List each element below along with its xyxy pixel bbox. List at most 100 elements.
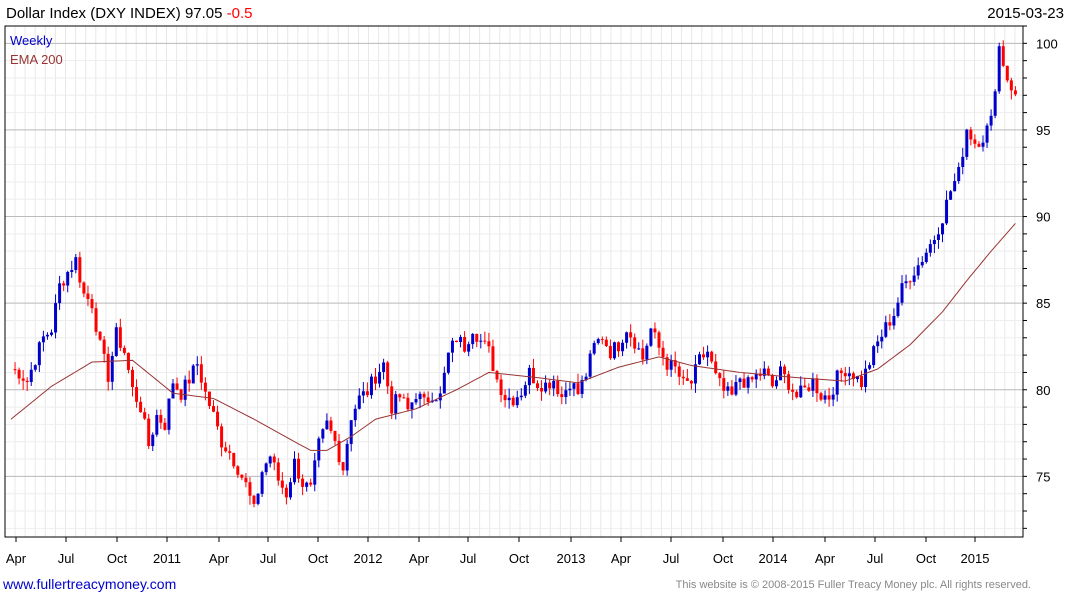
x-tick-label: Oct: [713, 551, 734, 566]
candle-body: [475, 333, 479, 342]
candle-body: [1013, 90, 1017, 95]
price-change: -0.5: [226, 5, 253, 22]
candle-body: [641, 348, 645, 360]
candle-body: [612, 342, 616, 359]
candle-body: [770, 374, 774, 387]
candle-body: [321, 429, 325, 439]
candle-body: [74, 257, 78, 271]
candle-body: [499, 379, 503, 396]
candle-body: [916, 265, 920, 276]
candle-body: [884, 322, 888, 337]
candle-body: [78, 257, 82, 283]
candle-body: [722, 378, 726, 391]
candle-body: [491, 346, 495, 372]
y-tick-label: 95: [1036, 123, 1050, 138]
x-tick-label: 2011: [153, 551, 181, 566]
candle-body: [1005, 65, 1009, 81]
candle-body: [693, 364, 697, 384]
candle-body: [268, 456, 272, 464]
x-tick-label: Apr: [611, 551, 632, 566]
x-tick-label: Jul: [867, 551, 884, 566]
candle-body: [872, 346, 876, 366]
candle-body: [953, 181, 957, 192]
candle-body: [50, 332, 53, 335]
copyright-notice: This website is © 2008-2015 Fuller Treac…: [675, 579, 1031, 591]
candle-body: [244, 477, 248, 483]
website-link[interactable]: www.fullertreacymoney.com: [3, 576, 177, 592]
candle-body: [677, 366, 681, 377]
candle-body: [572, 383, 576, 389]
candle-body: [544, 382, 548, 392]
candle-body: [969, 129, 973, 140]
candle-body: [280, 480, 284, 488]
x-tick-label: 2012: [354, 551, 383, 566]
x-tick-label: Jul: [460, 551, 477, 566]
candle-body: [673, 360, 677, 367]
candle-body: [941, 223, 944, 235]
candle-body: [390, 386, 394, 414]
candle-body: [191, 365, 195, 384]
candle-body: [803, 385, 807, 388]
y-tick-label: 90: [1036, 210, 1050, 225]
chart-title: Dollar Index (DXY INDEX) 97.05 -0.5: [6, 5, 253, 22]
candle-body: [459, 336, 463, 343]
candle-body: [783, 366, 787, 375]
candle-body: [450, 340, 454, 353]
candle-body: [936, 234, 940, 240]
candle-body: [329, 420, 333, 431]
candle-body: [212, 406, 215, 412]
x-tick-label: Oct: [916, 551, 937, 566]
candle-body: [924, 252, 928, 263]
candle-body: [568, 388, 572, 391]
candle-body: [471, 333, 475, 345]
candle-body: [1009, 80, 1013, 91]
candle-body: [766, 368, 770, 375]
candle-body: [592, 343, 596, 354]
candle-body: [839, 370, 843, 374]
candle-body: [738, 378, 742, 383]
candle-body: [843, 373, 847, 377]
x-tick-label: 2015: [961, 551, 990, 566]
candle-body: [621, 342, 625, 352]
candle-body: [33, 365, 37, 370]
candle-body: [151, 434, 155, 447]
candle-body: [823, 395, 827, 400]
candle-body: [710, 351, 714, 362]
candle-body: [284, 487, 288, 498]
candle-body: [993, 91, 997, 116]
candle-body: [276, 462, 280, 481]
candle-body: [106, 353, 110, 382]
candle-body: [734, 382, 738, 395]
candle-body: [965, 129, 969, 157]
candle-body: [949, 191, 953, 200]
candle-body: [301, 478, 305, 487]
candle-body: [240, 474, 244, 478]
candle-body: [706, 351, 710, 358]
candle-body: [718, 373, 722, 379]
candle-body: [576, 383, 580, 394]
candle-body: [851, 373, 855, 380]
candle-body: [62, 283, 66, 286]
candle-body: [256, 493, 260, 504]
candle-body: [272, 456, 276, 463]
candle-body: [29, 369, 33, 382]
candle-body: [402, 397, 406, 399]
candle-body: [702, 354, 706, 358]
candle-body: [920, 262, 924, 266]
candle-body: [791, 389, 795, 392]
candle-body: [114, 327, 118, 356]
candle-body: [426, 397, 430, 403]
plot-frame: [4, 25, 1024, 538]
candle-body: [228, 451, 232, 453]
candle-body: [507, 397, 511, 401]
candle-body: [608, 346, 612, 359]
candle-body: [774, 380, 778, 387]
candle-body: [795, 391, 799, 398]
candle-body: [325, 420, 329, 430]
candle-body: [985, 125, 989, 143]
candle-body: [467, 344, 471, 352]
candle-body: [625, 332, 629, 343]
chart-date: 2015-03-23: [987, 5, 1064, 22]
candle-body: [762, 368, 766, 376]
candle-body: [406, 397, 410, 410]
